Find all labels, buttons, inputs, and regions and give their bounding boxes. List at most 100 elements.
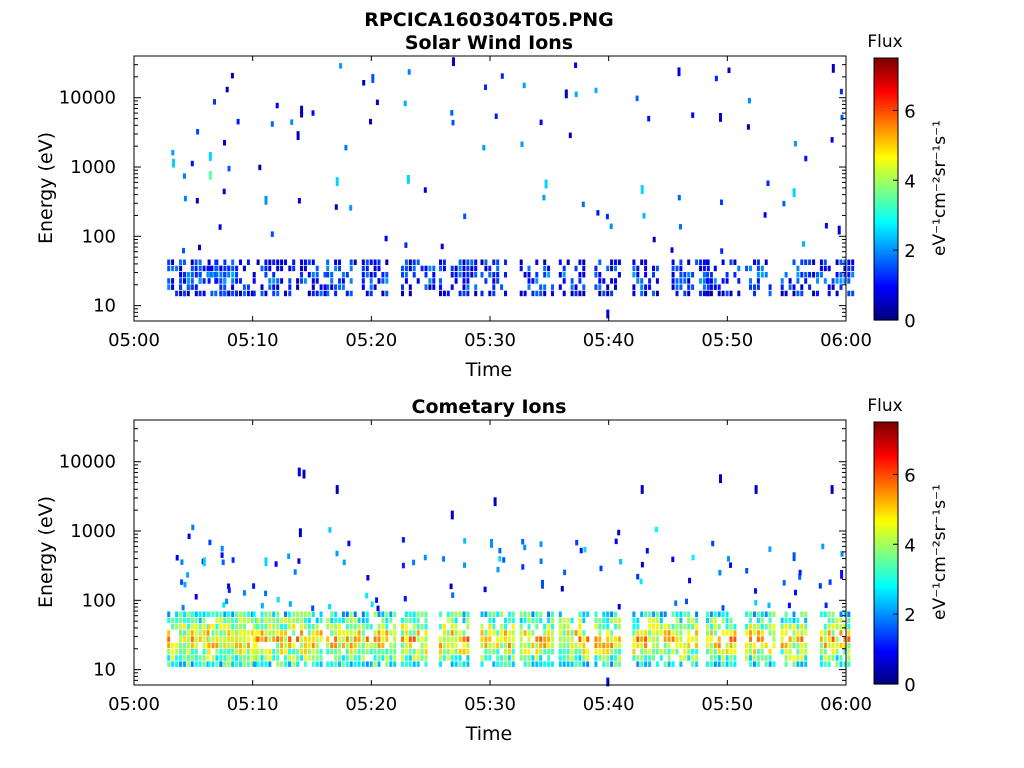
- heat-cell: [780, 278, 784, 284]
- heat-cell: [488, 290, 492, 297]
- heat-cell: [307, 259, 311, 265]
- heat-cell: [362, 80, 366, 86]
- heat-cell: [389, 655, 393, 661]
- heat-cell: [439, 661, 442, 667]
- heat-cell: [843, 624, 847, 630]
- colorbar-segment: [874, 673, 898, 676]
- heat-cell: [190, 284, 194, 290]
- heat-cell: [353, 655, 357, 661]
- heat-cell: [717, 636, 721, 642]
- heat-cell: [345, 642, 349, 649]
- heat-cell: [167, 630, 171, 636]
- heat-cell: [175, 642, 179, 649]
- heat-cell: [303, 259, 307, 265]
- heat-cell: [824, 602, 828, 609]
- heat-cell: [830, 137, 834, 143]
- heat-cell: [416, 617, 420, 624]
- heat-cell: [175, 265, 179, 272]
- heat-cell: [843, 636, 847, 642]
- heat-cell: [462, 642, 466, 649]
- heat-cell: [636, 617, 640, 624]
- heat-cell: [835, 655, 839, 661]
- colorbar-segment: [874, 677, 898, 681]
- heat-cell: [667, 636, 671, 642]
- heat-cell: [655, 648, 659, 655]
- heat-cell: [454, 617, 458, 624]
- colorbar-segment: [874, 162, 898, 166]
- heat-cell: [365, 592, 369, 599]
- heat-cell: [219, 290, 223, 297]
- heat-cell: [652, 617, 655, 624]
- heat-cell: [223, 265, 227, 272]
- heat-cell: [420, 648, 424, 655]
- heat-cell: [562, 272, 566, 278]
- heat-cell: [466, 661, 470, 667]
- heat-cell: [361, 284, 365, 290]
- colorbar-segment: [874, 258, 898, 262]
- heat-cell: [202, 290, 206, 297]
- heat-cell: [274, 561, 278, 567]
- heat-cell: [644, 272, 648, 278]
- heat-cell: [366, 575, 370, 581]
- heat-cell: [288, 661, 292, 667]
- heat-cell: [610, 617, 614, 624]
- heat-cell: [264, 655, 268, 661]
- heat-cell: [412, 661, 416, 667]
- heat-cell: [260, 648, 264, 655]
- heat-cell: [326, 636, 330, 642]
- heat-cell: [458, 259, 462, 265]
- heat-cell: [424, 265, 428, 272]
- heat-cell: [284, 624, 287, 630]
- heat-cell: [292, 642, 296, 649]
- heat-cell: [462, 617, 466, 624]
- heat-cell: [219, 661, 223, 667]
- heat-cell: [181, 604, 185, 611]
- heat-cell: [578, 630, 582, 636]
- heat-cell: [709, 655, 713, 661]
- colorbar-segment: [874, 199, 898, 203]
- heat-cell: [679, 224, 682, 230]
- heat-cell: [652, 630, 655, 636]
- heat-cell: [764, 661, 768, 667]
- heat-cell: [839, 617, 843, 624]
- colorbar-segment: [874, 513, 898, 517]
- y-axis-label: Energy (eV): [35, 496, 57, 608]
- heat-cell: [578, 655, 582, 661]
- heat-cell: [231, 259, 235, 265]
- heat-cell: [474, 290, 478, 297]
- heat-cell: [691, 624, 695, 630]
- heat-cell: [780, 636, 784, 642]
- x-tick-label: 05:30: [464, 694, 516, 715]
- colorbar-segment: [874, 561, 898, 565]
- heat-cell: [215, 642, 219, 649]
- colorbar-segment: [874, 317, 898, 321]
- heat-cell: [311, 290, 315, 297]
- heat-cell: [330, 630, 334, 636]
- heat-cell: [793, 141, 797, 147]
- heat-cell: [606, 677, 610, 687]
- heat-cell: [725, 630, 729, 636]
- heat-cell: [223, 661, 227, 667]
- colorbar-segment: [874, 237, 898, 240]
- heat-cell: [439, 259, 442, 265]
- heat-cell: [211, 611, 215, 617]
- heat-cell: [186, 642, 190, 649]
- heat-cell: [768, 611, 772, 617]
- heat-cell: [345, 636, 349, 642]
- heat-cell: [424, 284, 428, 290]
- heat-cell: [235, 655, 239, 661]
- heat-cell: [594, 611, 598, 617]
- y-tick-label: 10000: [59, 88, 116, 109]
- heat-cell: [167, 617, 171, 624]
- heat-cell: [522, 82, 526, 89]
- heat-cell: [428, 265, 432, 272]
- heat-cell: [504, 648, 507, 655]
- heat-cell: [671, 611, 675, 617]
- heat-cell: [733, 642, 737, 649]
- heat-cell: [268, 630, 272, 636]
- heat-cell: [492, 661, 496, 667]
- heat-cell: [377, 642, 381, 649]
- heat-cell: [570, 642, 574, 649]
- heat-cell: [511, 661, 515, 667]
- heat-cell: [851, 272, 855, 278]
